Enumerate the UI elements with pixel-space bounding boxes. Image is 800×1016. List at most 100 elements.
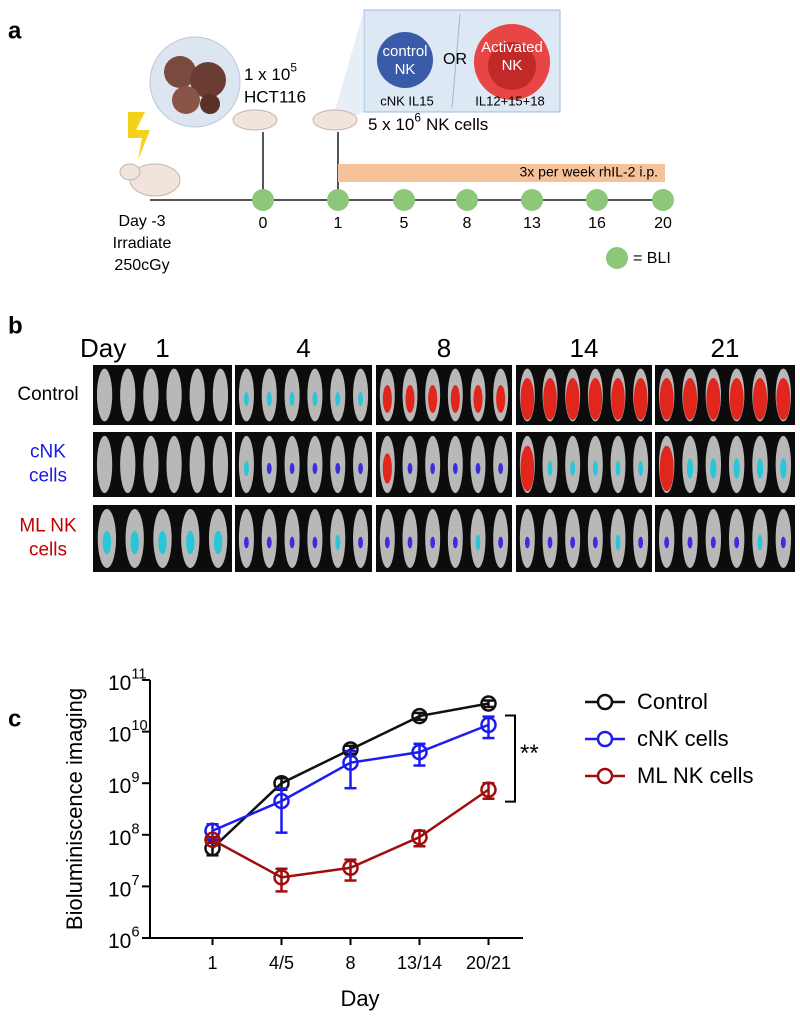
bli-timepoint bbox=[393, 189, 415, 211]
timepoint-label: 20 bbox=[654, 215, 672, 232]
signal bbox=[358, 462, 363, 475]
nk-dose-base: 5 x 10 bbox=[368, 115, 414, 134]
signal bbox=[547, 460, 553, 477]
data-point bbox=[411, 707, 428, 725]
signal bbox=[659, 445, 674, 492]
signal bbox=[498, 536, 504, 549]
signal bbox=[710, 536, 716, 549]
row-label: ML NK bbox=[19, 516, 77, 537]
signal bbox=[407, 536, 413, 549]
ml-caption: IL12+15+18 bbox=[475, 93, 544, 108]
bli-legend-dot bbox=[606, 247, 628, 269]
y-tick-label-base: 10 bbox=[108, 723, 131, 746]
x-tick-label: 8 bbox=[345, 953, 355, 973]
data-point bbox=[273, 869, 290, 886]
nk-dose: 5 x 106 NK cells bbox=[368, 110, 488, 134]
signal bbox=[186, 530, 195, 555]
signal bbox=[565, 378, 580, 420]
signal bbox=[450, 385, 460, 413]
signal bbox=[473, 385, 483, 413]
panel-a-graphics bbox=[119, 9, 665, 269]
irradiation-bolt bbox=[128, 112, 150, 160]
tumor-cell bbox=[164, 56, 196, 88]
bli-image bbox=[516, 365, 652, 425]
tumor-cell bbox=[172, 86, 200, 114]
signal bbox=[706, 378, 721, 420]
signal bbox=[382, 453, 392, 484]
signal bbox=[358, 536, 363, 549]
nk-dose-exponent: 6 bbox=[414, 110, 421, 124]
signal bbox=[358, 392, 363, 406]
signal bbox=[496, 385, 506, 413]
signal bbox=[335, 392, 341, 406]
divider bbox=[451, 13, 461, 109]
signal bbox=[592, 460, 598, 477]
y-tick-label-base: 10 bbox=[108, 930, 131, 953]
control-nk-cell bbox=[377, 32, 433, 88]
y-tick-label-exponent: 6 bbox=[131, 924, 139, 940]
y-tick-label-base: 10 bbox=[108, 878, 131, 901]
signal bbox=[710, 458, 717, 479]
activated-nk-core bbox=[488, 42, 536, 90]
mouse-image bbox=[120, 368, 136, 422]
signal bbox=[780, 536, 786, 549]
bli-legend: = BLI bbox=[633, 250, 671, 267]
mouse-head bbox=[119, 163, 141, 181]
signal bbox=[524, 536, 530, 549]
signal bbox=[244, 536, 249, 549]
timepoint-label: 1 bbox=[334, 215, 343, 232]
y-tick-label-base: 10 bbox=[108, 826, 131, 849]
mouse-image bbox=[166, 435, 182, 494]
y-tick-label-exponent: 9 bbox=[131, 770, 139, 786]
signal bbox=[244, 460, 249, 477]
signal bbox=[498, 462, 504, 475]
row-label: cells bbox=[29, 540, 67, 561]
bli-image bbox=[516, 432, 652, 497]
bli-image bbox=[235, 432, 372, 497]
tumor-cell bbox=[200, 94, 220, 114]
data-point bbox=[480, 781, 497, 798]
mouse-image bbox=[96, 368, 113, 422]
activated-nk: NK bbox=[502, 57, 523, 74]
day-header: Day bbox=[80, 333, 126, 363]
row-label: Control bbox=[17, 384, 78, 405]
y-tick-label-exponent: 11 bbox=[131, 666, 146, 682]
signal bbox=[266, 392, 272, 406]
signal bbox=[570, 460, 576, 477]
signal bbox=[430, 462, 436, 475]
y-tick-label-exponent: 7 bbox=[131, 873, 139, 889]
signal bbox=[611, 378, 625, 420]
mouse-image bbox=[212, 368, 229, 422]
or: OR bbox=[443, 51, 467, 68]
mouse-image bbox=[143, 368, 159, 422]
bli-timepoint bbox=[327, 189, 349, 211]
bli-image bbox=[235, 365, 372, 425]
x-tick-label: 4/5 bbox=[269, 953, 294, 973]
y-tick-label: 106 bbox=[108, 924, 140, 952]
signal bbox=[475, 462, 481, 475]
signal bbox=[407, 462, 413, 475]
signal bbox=[266, 462, 272, 475]
bli-timepoint bbox=[521, 189, 543, 211]
y-tick-label-exponent: 10 bbox=[131, 718, 147, 734]
legend-label: Control bbox=[637, 689, 708, 714]
y-tick-label: 1011 bbox=[108, 666, 147, 694]
y-tick-label: 1010 bbox=[108, 718, 148, 746]
data-point bbox=[411, 828, 428, 846]
mouse-image bbox=[143, 435, 159, 494]
bli-image bbox=[655, 505, 795, 572]
day-label: 8 bbox=[437, 333, 451, 363]
irradiation-text: 250cGy bbox=[114, 257, 169, 274]
signal bbox=[588, 378, 603, 420]
control-nk: control bbox=[382, 43, 427, 60]
timepoint-label: 0 bbox=[259, 215, 268, 232]
signal bbox=[130, 530, 139, 555]
bli-timepoint bbox=[652, 189, 674, 211]
data-point bbox=[480, 695, 497, 712]
x-tick-label: 1 bbox=[207, 953, 217, 973]
signal bbox=[102, 530, 112, 555]
signal bbox=[615, 460, 621, 477]
legend-marker bbox=[596, 693, 614, 711]
signal bbox=[158, 530, 167, 555]
